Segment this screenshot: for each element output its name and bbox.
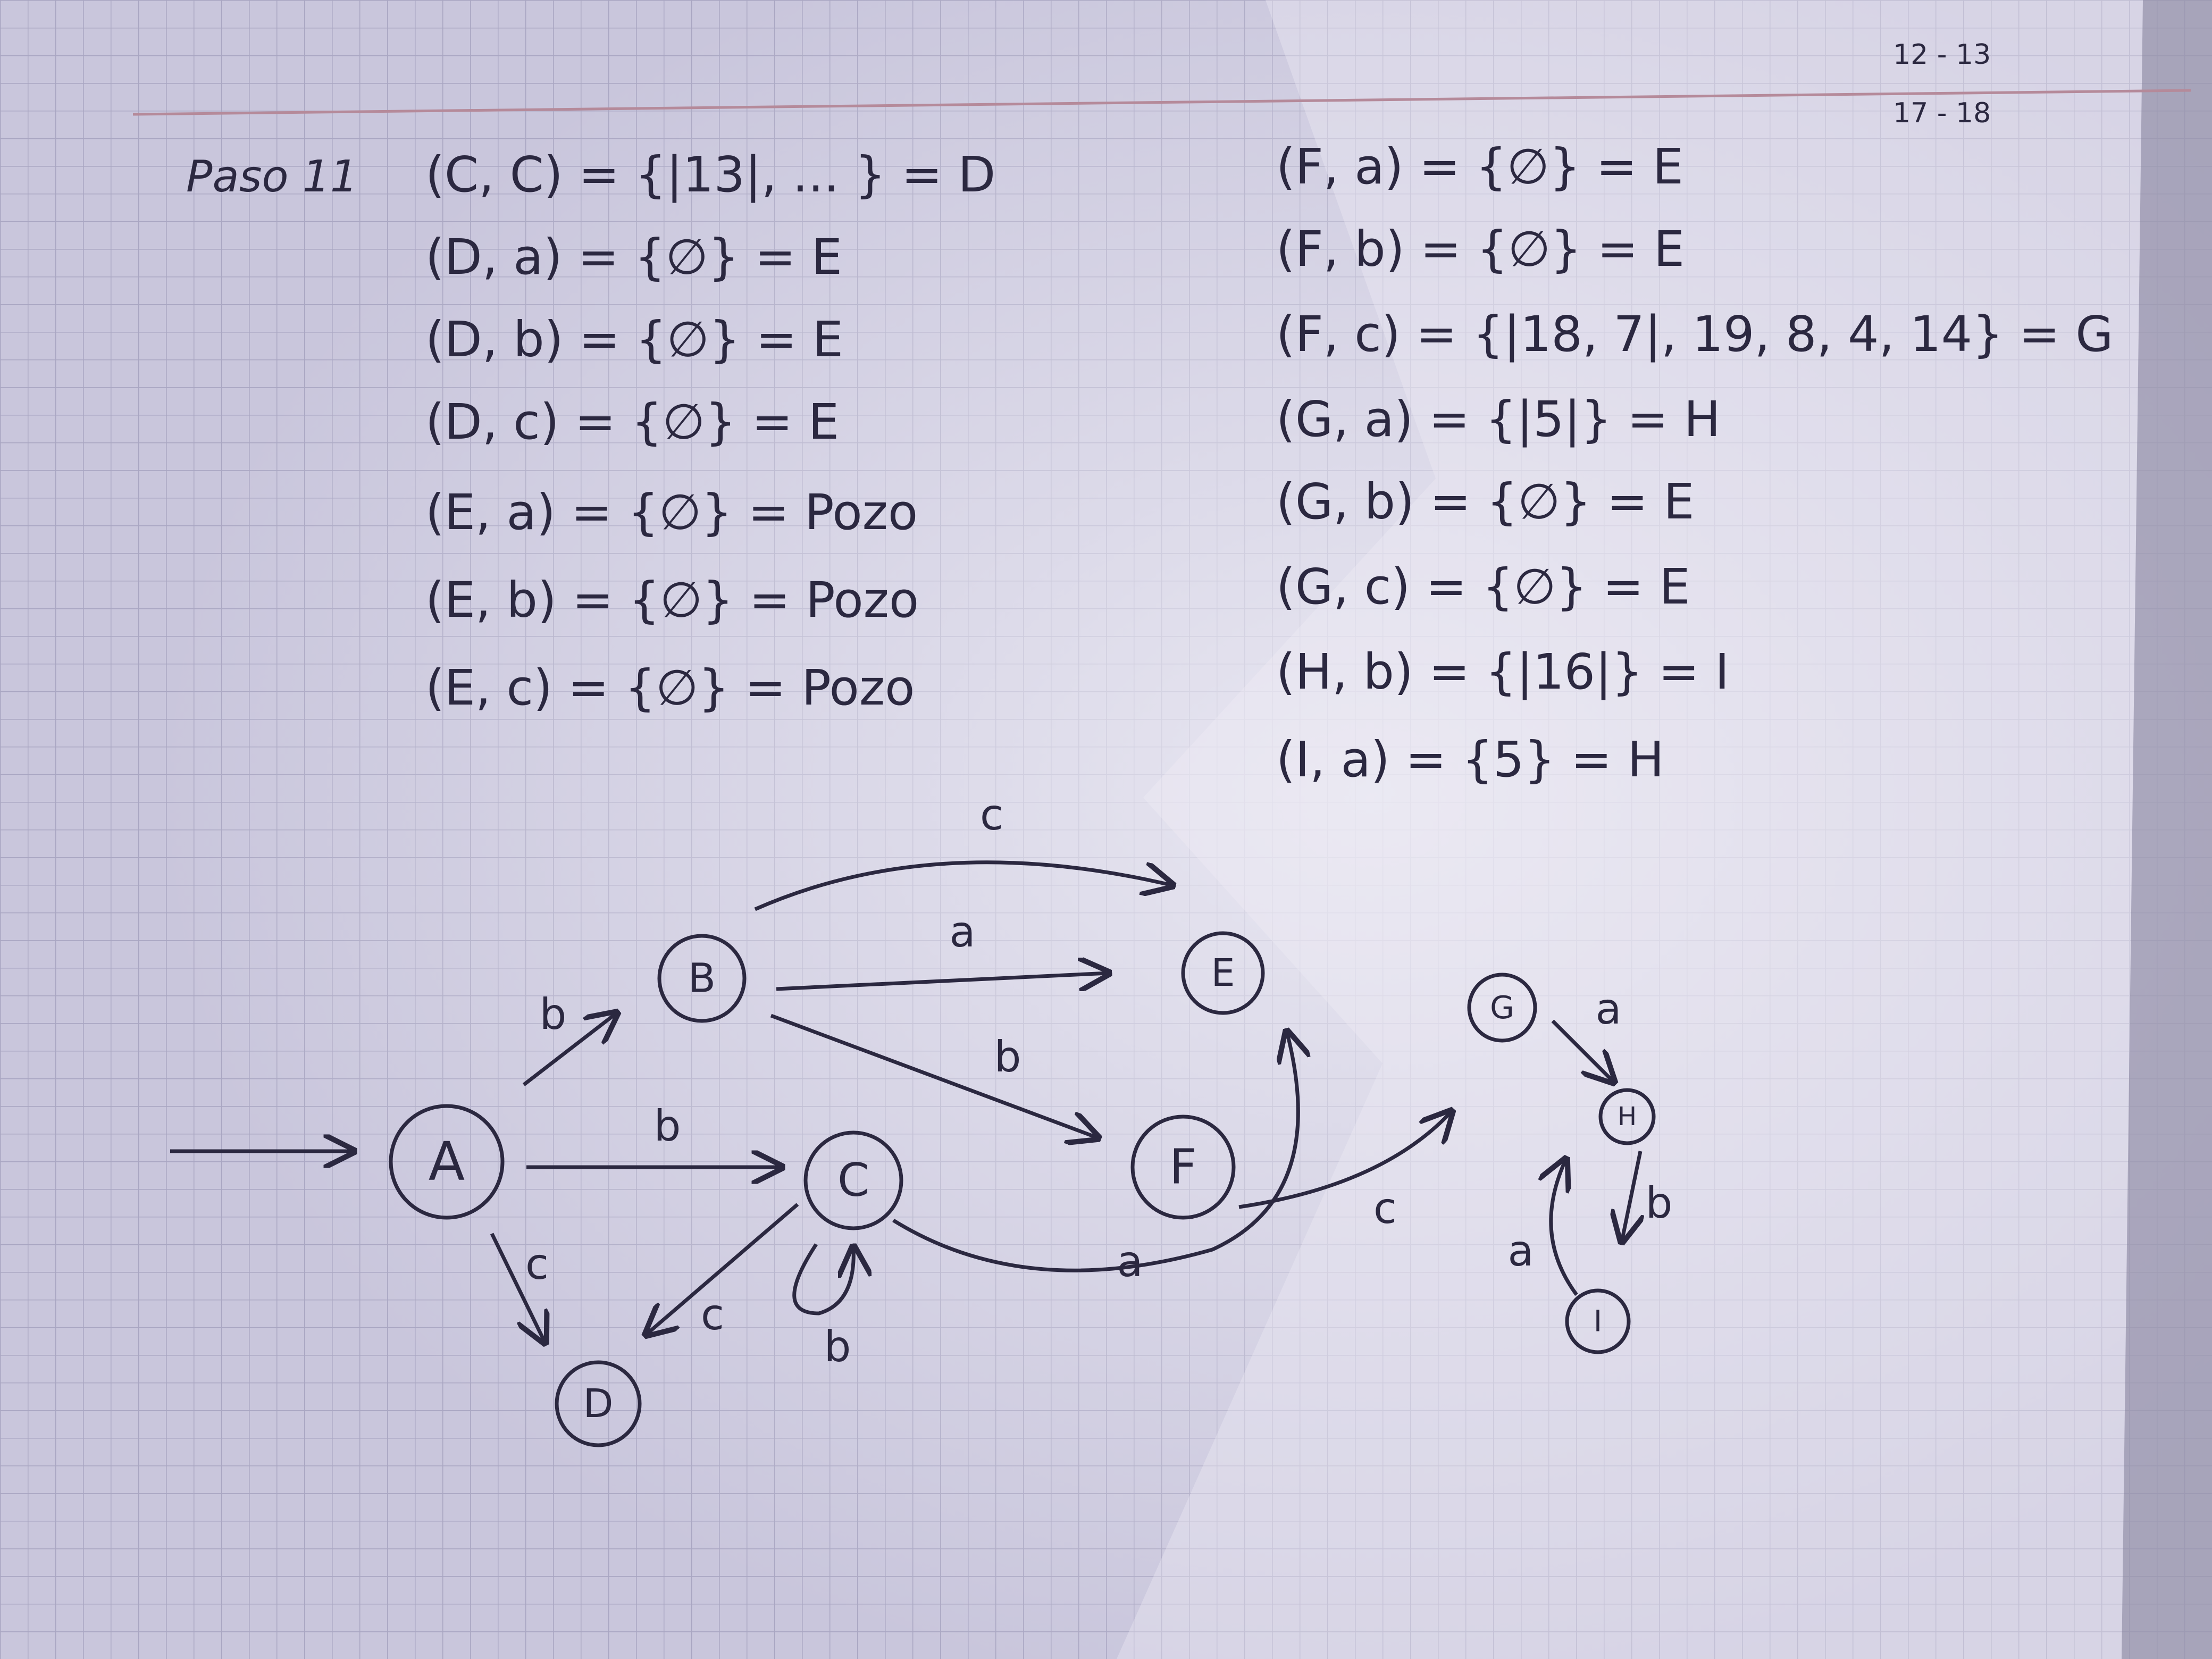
state-label: C: [837, 1154, 869, 1207]
corner-mark-top: 12 - 13: [1893, 39, 1991, 71]
margin-line: [132, 89, 2191, 116]
transition-arrow-b-e: [776, 973, 1109, 989]
equation-line: (E, b) = {∅} = Pozo: [425, 572, 919, 629]
state-node-f: [1130, 1115, 1236, 1220]
equation-line: (C, C) = {|13|, ... } = D: [425, 146, 995, 203]
equation-line: (G, b) = {∅} = E: [1276, 473, 1694, 530]
state-node-c: [803, 1130, 903, 1230]
state-node-d: [555, 1360, 642, 1447]
state-label: B: [688, 954, 716, 1002]
transition-label: c: [525, 1239, 549, 1289]
transition-label: c: [1373, 1184, 1397, 1233]
equation-line: (E, a) = {∅} = Pozo: [425, 484, 918, 541]
transition-arrow-c-c: [792, 1244, 854, 1316]
state-node-b: [657, 934, 747, 1023]
light-streak: [1117, 0, 2212, 1659]
transition-arrow-a-b: [522, 1013, 617, 1086]
equation-line: (D, c) = {∅} = E: [425, 393, 839, 450]
state-label: F: [1169, 1139, 1197, 1195]
equation-line: (G, a) = {|5|} = H: [1276, 391, 1721, 448]
transition-label: a: [949, 907, 975, 957]
transition-label: b: [654, 1101, 681, 1151]
transition-arrow-a-d: [490, 1233, 545, 1343]
transition-arrow-h-i: [1622, 1151, 1640, 1242]
equation-line: (D, b) = {∅} = E: [425, 311, 843, 368]
page-edge-shadow: [2122, 0, 2212, 1659]
transition-label: b: [824, 1322, 851, 1371]
left-equations: (C, C) = {|13|, ... } = D (D, a) = {∅} =…: [425, 146, 995, 716]
state-label: I: [1594, 1304, 1602, 1338]
state-node-a: [389, 1104, 505, 1220]
state-node-h: [1598, 1088, 1656, 1145]
transition-label: a: [1595, 984, 1621, 1034]
transition-arrow-c-d: [646, 1203, 799, 1335]
state-node-e: [1181, 931, 1265, 1015]
state-label: G: [1490, 989, 1514, 1026]
right-equations: (F, a) = {∅} = E (F, b) = {∅} = E (F, c)…: [1276, 138, 2114, 788]
equation-line: (E, c) = {∅} = Pozo: [425, 659, 915, 716]
transition-arrow-f-g: [1238, 1111, 1452, 1209]
equation-line: (D, a) = {∅} = E: [425, 229, 842, 286]
step-label: Paso 11: [186, 152, 358, 202]
transition-arrow-b-f: [770, 1013, 1098, 1138]
state-label: A: [429, 1130, 465, 1193]
transition-arrow-b-e: [754, 860, 1172, 911]
transition-label: c: [701, 1290, 724, 1339]
transition-label: b: [540, 990, 567, 1039]
transition-arrow-i-h: [1551, 1159, 1578, 1296]
equation-line: (I, a) = {5} = H: [1276, 731, 1664, 788]
transition-label: b: [994, 1032, 1021, 1082]
automaton-diagram: b b c c a b c b a c a b a A B C D E F G H I: [170, 790, 1673, 1447]
transition-label: b: [1646, 1178, 1673, 1228]
transition-arrow-g-h: [1551, 1019, 1614, 1082]
transition-label: a: [1117, 1237, 1143, 1286]
equation-line: (F, b) = {∅} = E: [1276, 221, 1685, 278]
state-label: D: [583, 1381, 614, 1427]
equation-line: (G, c) = {∅} = E: [1276, 558, 1690, 615]
transition-label: c: [980, 790, 1003, 840]
state-label: H: [1618, 1102, 1637, 1132]
corner-mark-bottom: 17 - 18: [1893, 97, 1991, 129]
state-label: E: [1211, 951, 1235, 995]
state-node-i: [1565, 1288, 1631, 1354]
equation-line: (H, b) = {|16|} = I: [1276, 643, 1729, 700]
equation-line: (F, c) = {|18, 7|, 19, 8, 4, 14} = G: [1276, 306, 2114, 363]
state-node-g: [1467, 973, 1537, 1043]
transition-arrow-c-e: [892, 1032, 1298, 1272]
transition-label: a: [1507, 1226, 1534, 1276]
equation-line: (F, a) = {∅} = E: [1276, 138, 1683, 195]
